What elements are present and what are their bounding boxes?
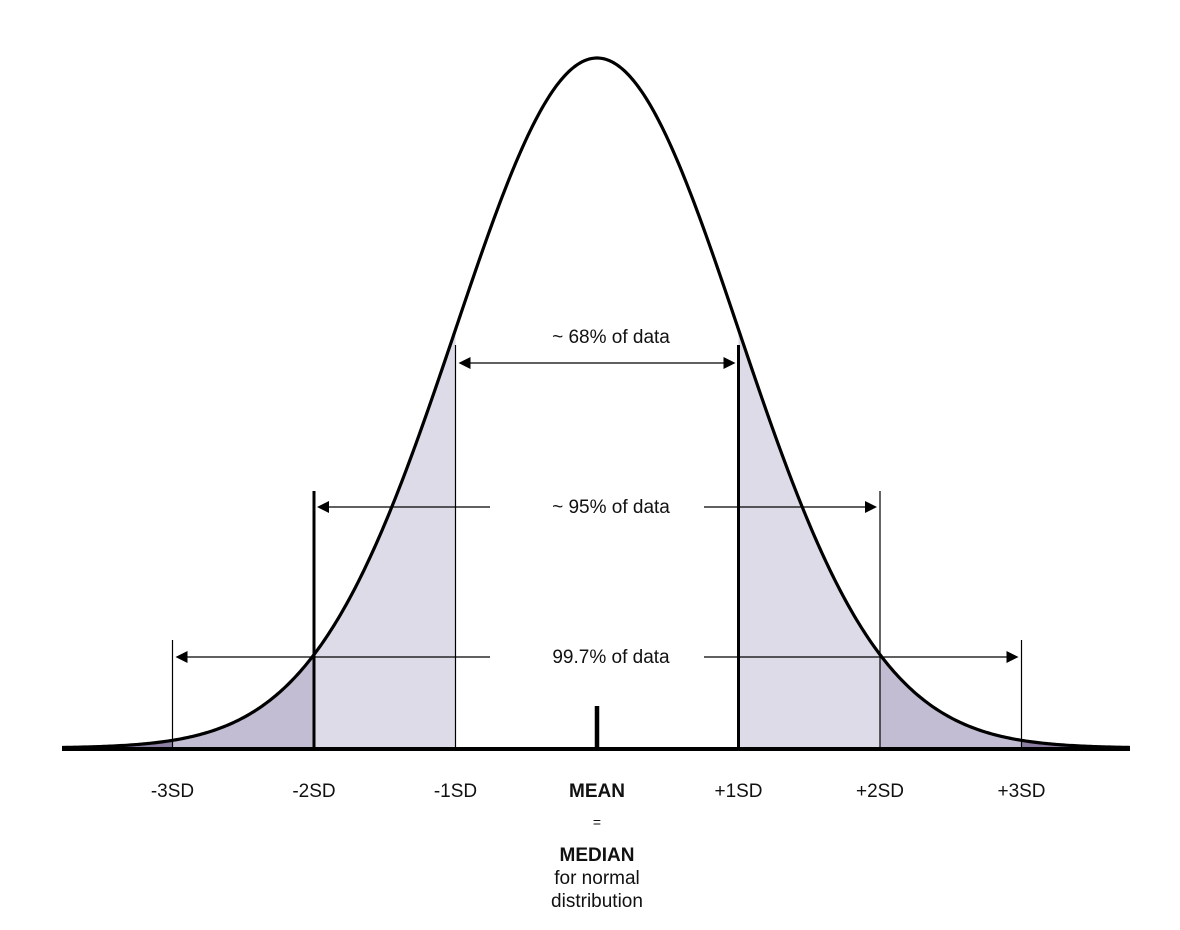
axis-label-mean: MEAN: [569, 781, 625, 802]
arrowhead-left: [175, 651, 188, 663]
arrowhead-right: [865, 501, 877, 513]
bell-curve: [61, 56, 1131, 750]
note-line-1: for normal: [554, 868, 640, 889]
range-label-1: ~ 68% of data: [552, 327, 670, 348]
arrowhead-left: [317, 501, 329, 513]
arrowhead-right: [1006, 651, 1019, 663]
axis-label-plus-3: +3SD: [997, 781, 1045, 802]
note-line-2: distribution: [551, 891, 643, 912]
equals-sign: =: [593, 814, 601, 830]
range-arrow-3: [175, 651, 1019, 663]
range-arrow-1: [458, 357, 736, 369]
arrowhead-left: [458, 357, 471, 369]
left-tail-area: [62, 740, 173, 748]
left-outer-area: [172, 654, 314, 748]
axis-label-minus-2: -2SD: [292, 781, 335, 802]
median-label: MEDIAN: [560, 845, 635, 866]
arrowhead-right: [723, 357, 736, 369]
right-tail-area: [1021, 740, 1130, 748]
axis-label-plus-1: +1SD: [714, 781, 762, 802]
axis-label-minus-3: -3SD: [151, 781, 194, 802]
axis-label-plus-2: +2SD: [856, 781, 904, 802]
range-label-2: ~ 95% of data: [552, 497, 670, 518]
range-label-3: 99.7% of data: [552, 647, 670, 668]
right-outer-area: [880, 654, 1022, 748]
axis-label-minus-1: -1SD: [434, 781, 477, 802]
range-arrow-2: [317, 501, 877, 513]
